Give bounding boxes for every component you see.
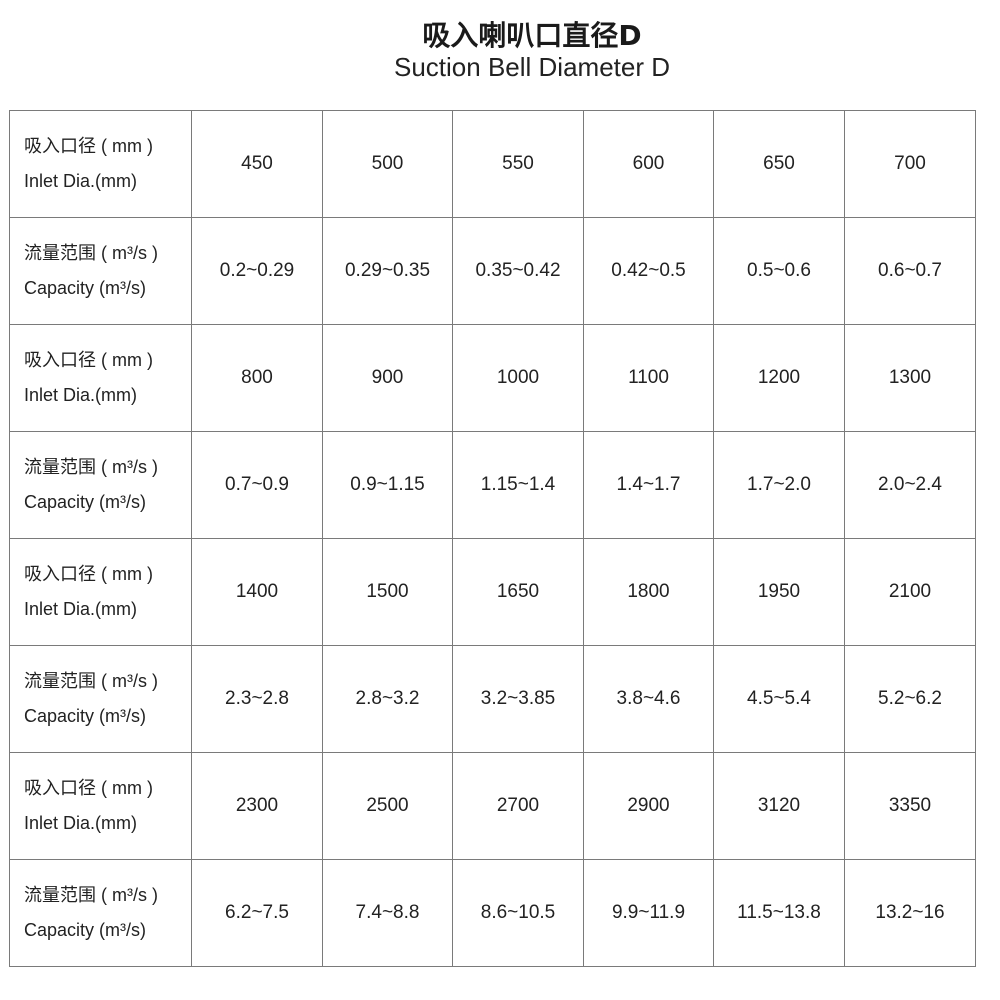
table-cell: 3120 [713,752,845,860]
table-cell: 1100 [583,324,714,432]
table-cell: 700 [844,110,976,218]
table-cell: 2.0~2.4 [844,431,976,539]
table-cell: 2300 [191,752,323,860]
capacity-row: 流量范围 ( m³/s ) Capacity (m³/s) 0.7~0.9 0.9~1… [9,431,976,539]
table-cell: 0.35~0.42 [452,217,584,325]
table-cell: 8.6~10.5 [452,859,584,967]
table-cell: 3.2~3.85 [452,645,584,753]
capacity-row: 流量范围 ( m³/s ) Capacity (m³/s) 6.2~7.5 7.4~8… [9,859,976,967]
table-cell: 2900 [583,752,714,860]
suction-bell-table: 吸入口径 ( mm ) Inlet Dia.(mm) 450 500 550 600 650… [9,110,976,967]
table-cell: 9.9~11.9 [583,859,714,967]
table-cell: 2.3~2.8 [191,645,323,753]
table-cell: 600 [583,110,714,218]
table-cell: 550 [452,110,584,218]
row-label: 流量范围 ( m³/s ) Capacity (m³/s) [9,431,192,539]
row-label-zh: 流量范围 ( m³/s ) [24,243,158,263]
inlet-diameter-row: 吸入口径 ( mm ) Inlet Dia.(mm) 450 500 550 600 650… [9,110,976,218]
capacity-row: 流量范围 ( m³/s ) Capacity (m³/s) 2.3~2.8 2.8~3… [9,645,976,753]
table-cell: 1.7~2.0 [713,431,845,539]
row-label-zh: 流量范围 ( m³/s ) [24,885,158,905]
table-cell: 2700 [452,752,584,860]
row-label-zh: 流量范围 ( m³/s ) [24,671,158,691]
table-cell: 0.29~0.35 [322,217,453,325]
row-label-en: Capacity (m³/s) [24,706,147,726]
row-label-en: Capacity (m³/s) [24,278,147,298]
table-cell: 0.5~0.6 [713,217,845,325]
inlet-diameter-row: 吸入口径 ( mm ) Inlet Dia.(mm) 1400 1500 1650 180… [9,538,976,646]
row-label-zh: 吸入口径 ( mm ) [24,778,153,798]
row-label: 流量范围 ( m³/s ) Capacity (m³/s) [9,645,192,753]
table-cell: 900 [322,324,453,432]
table-cell: 2500 [322,752,453,860]
table-cell: 5.2~6.2 [844,645,976,753]
table-cell: 7.4~8.8 [322,859,453,967]
row-label: 吸入口径 ( mm ) Inlet Dia.(mm) [9,110,192,218]
row-label-en: Capacity (m³/s) [24,920,147,940]
table-cell: 1800 [583,538,714,646]
row-label-zh: 流量范围 ( m³/s ) [24,457,158,477]
table-cell: 4.5~5.4 [713,645,845,753]
table-cell: 500 [322,110,453,218]
table-cell: 0.42~0.5 [583,217,714,325]
table-cell: 0.2~0.29 [191,217,323,325]
row-label: 流量范围 ( m³/s ) Capacity (m³/s) [9,859,192,967]
table-cell: 1400 [191,538,323,646]
inlet-diameter-row: 吸入口径 ( mm ) Inlet Dia.(mm) 800 900 1000 1100 1… [9,324,976,432]
table-cell: 1650 [452,538,584,646]
row-label: 吸入口径 ( mm ) Inlet Dia.(mm) [9,538,192,646]
row-label-en: Capacity (m³/s) [24,492,147,512]
table-cell: 1300 [844,324,976,432]
table-cell: 13.2~16 [844,859,976,967]
row-label-en: Inlet Dia.(mm) [24,599,138,619]
row-label-en: Inlet Dia.(mm) [24,385,138,405]
table-cell: 0.9~1.15 [322,431,453,539]
row-label-zh: 吸入口径 ( mm ) [24,350,153,370]
table-cell: 0.7~0.9 [191,431,323,539]
title-english: Suction Bell Diameter D [394,52,670,82]
row-label-en: Inlet Dia.(mm) [24,171,138,191]
row-label-zh: 吸入口径 ( mm ) [24,136,153,156]
table-cell: 11.5~13.8 [713,859,845,967]
table-cell: 1500 [322,538,453,646]
table-cell: 800 [191,324,323,432]
title-chinese: 吸入喇叭口直径D [422,19,642,52]
table-cell: 2.8~3.2 [322,645,453,753]
table-cell: 3350 [844,752,976,860]
row-label: 流量范围 ( m³/s ) Capacity (m³/s) [9,217,192,325]
row-label-zh: 吸入口径 ( mm ) [24,564,153,584]
row-label: 吸入口径 ( mm ) Inlet Dia.(mm) [9,324,192,432]
table-cell: 1200 [713,324,845,432]
table-cell: 1950 [713,538,845,646]
table-cell: 1.4~1.7 [583,431,714,539]
inlet-diameter-row: 吸入口径 ( mm ) Inlet Dia.(mm) 2300 2500 2700 290… [9,752,976,860]
table-cell: 2100 [844,538,976,646]
capacity-row: 流量范围 ( m³/s ) Capacity (m³/s) 0.2~0.29 0.29… [9,217,976,325]
row-label: 吸入口径 ( mm ) Inlet Dia.(mm) [9,752,192,860]
table-cell: 650 [713,110,845,218]
table-cell: 0.6~0.7 [844,217,976,325]
table-cell: 3.8~4.6 [583,645,714,753]
table-cell: 1000 [452,324,584,432]
row-label-en: Inlet Dia.(mm) [24,813,138,833]
table-cell: 1.15~1.4 [452,431,584,539]
table-cell: 450 [191,110,323,218]
table-cell: 6.2~7.5 [191,859,323,967]
